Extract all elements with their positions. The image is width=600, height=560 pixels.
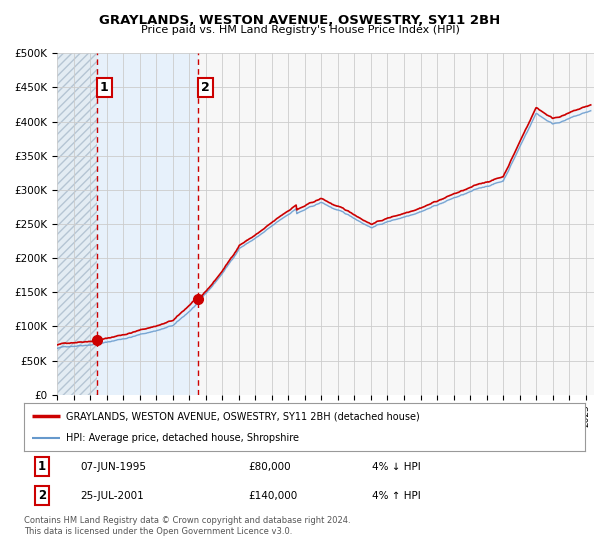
- Text: GRAYLANDS, WESTON AVENUE, OSWESTRY, SY11 2BH: GRAYLANDS, WESTON AVENUE, OSWESTRY, SY11…: [100, 14, 500, 27]
- Text: 1: 1: [38, 460, 46, 473]
- Text: 1: 1: [100, 81, 109, 94]
- Text: £80,000: £80,000: [248, 461, 291, 472]
- Text: GRAYLANDS, WESTON AVENUE, OSWESTRY, SY11 2BH (detached house): GRAYLANDS, WESTON AVENUE, OSWESTRY, SY11…: [66, 411, 420, 421]
- Text: HPI: Average price, detached house, Shropshire: HPI: Average price, detached house, Shro…: [66, 433, 299, 443]
- Text: 2: 2: [201, 81, 209, 94]
- Text: 4% ↓ HPI: 4% ↓ HPI: [372, 461, 421, 472]
- Text: Price paid vs. HM Land Registry's House Price Index (HPI): Price paid vs. HM Land Registry's House …: [140, 25, 460, 35]
- Bar: [57, 53, 97, 395]
- Text: Contains HM Land Registry data © Crown copyright and database right 2024.
This d: Contains HM Land Registry data © Crown c…: [24, 516, 350, 536]
- Text: 07-JUN-1995: 07-JUN-1995: [80, 461, 146, 472]
- Text: 25-JUL-2001: 25-JUL-2001: [80, 491, 144, 501]
- Text: 2: 2: [38, 489, 46, 502]
- Bar: [57, 53, 97, 395]
- Text: £140,000: £140,000: [248, 491, 298, 501]
- Bar: [97, 53, 199, 395]
- Text: 4% ↑ HPI: 4% ↑ HPI: [372, 491, 421, 501]
